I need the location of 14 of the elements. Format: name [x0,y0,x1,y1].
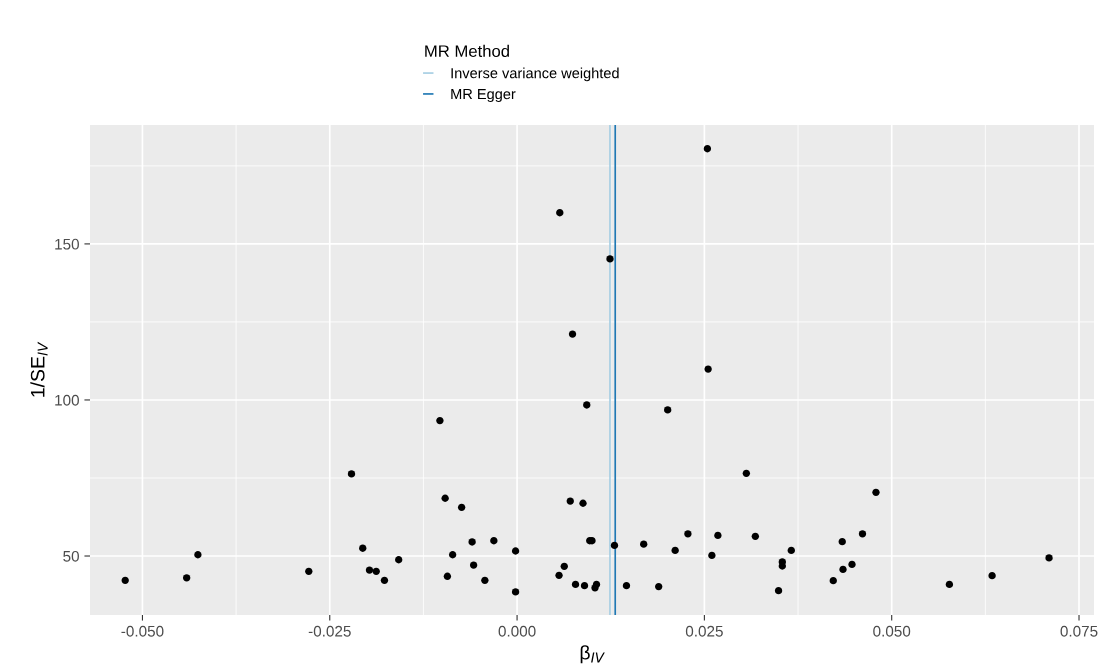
x-tick-label: 0.050 [873,625,911,637]
x-axis-title: β$_{IV}$ [580,645,605,664]
y-tick-label: 50 [63,550,79,562]
y-tick-label: 150 [55,238,79,250]
legend-label: Inverse variance weighted [451,67,619,82]
x-tick-label: 0.000 [498,625,536,637]
y-tick-label: 100 [55,394,79,406]
x-tick-label: 0.025 [685,625,723,637]
x-tick-label: -0.050 [121,625,164,637]
legend-title: MR Method [425,44,509,58]
legend-label: MR Egger [451,89,516,103]
x-tick-label: -0.025 [308,625,351,637]
x-tick-label: 0.075 [1060,625,1098,637]
y-axis-title: 1/SE$_{IV}$ [30,341,48,397]
